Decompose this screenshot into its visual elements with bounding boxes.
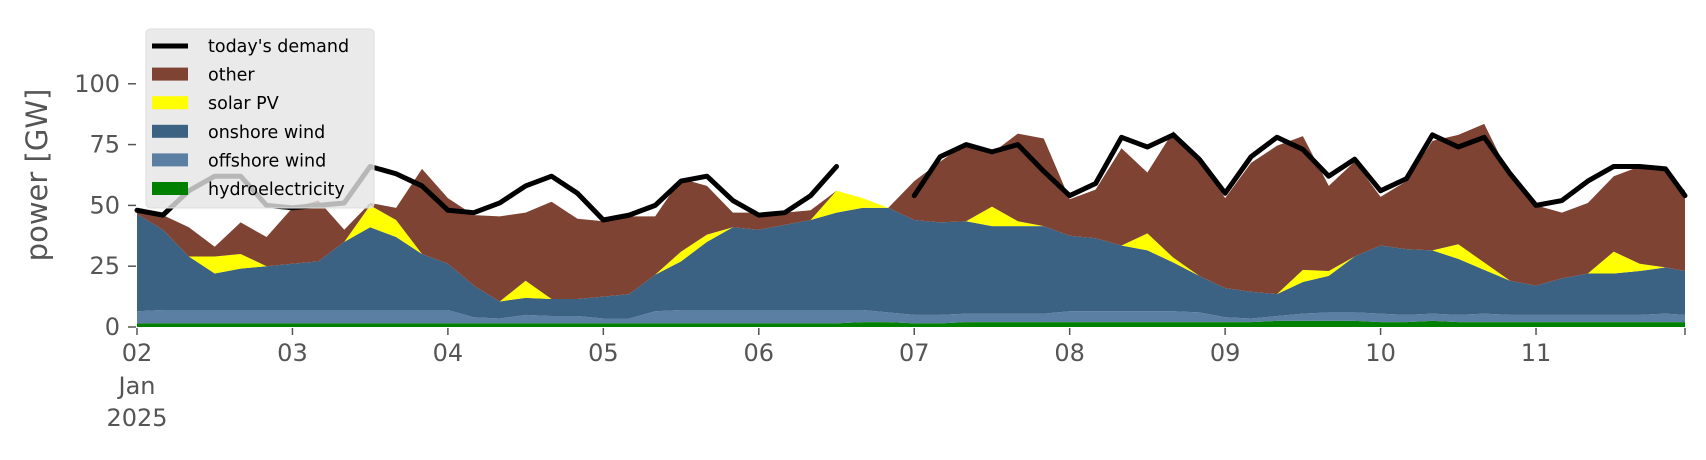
legend-swatch-solar-pv: [152, 96, 188, 110]
x-tick-label: 10: [1365, 339, 1396, 367]
legend-swatch-offshore-wind: [152, 153, 188, 167]
legend-label-other: other: [208, 66, 255, 86]
legend: today's demand other solar PV onshore wind o…: [145, 28, 375, 209]
x-tick-label: 09: [1210, 339, 1241, 367]
x-tick-label: 02: [122, 339, 153, 367]
x-tick-label: 05: [588, 339, 619, 367]
area-other: [137, 123, 1685, 302]
x-tick-year-label: 2025: [106, 404, 167, 432]
x-tick-label: 06: [744, 339, 775, 367]
x-tick-month-label: Jan: [117, 372, 156, 400]
x-tick-label: 11: [1521, 339, 1552, 367]
y-axis-label: power [GW]: [20, 89, 54, 262]
area-onshore-wind: [137, 207, 1685, 319]
stacked-areas: [137, 123, 1685, 327]
axes: 0 25 50 75 100 02 Jan 2025 03 04 05 06 07 08 09 10 11: [74, 70, 1686, 432]
y-tick-label: 50: [89, 191, 120, 219]
legend-label-hydroelectricity: hydroelectricity: [208, 180, 345, 200]
legend-label-onshore-wind: onshore wind: [208, 123, 325, 143]
legend-label-solar-pv: solar PV: [208, 94, 279, 114]
y-tick-label: 25: [89, 252, 120, 280]
y-tick-label: 75: [89, 131, 120, 159]
legend-swatch-other: [152, 67, 188, 81]
area-hydroelectricity: [137, 320, 1685, 327]
y-tick-label: 0: [105, 313, 120, 341]
legend-label-offshore-wind: offshore wind: [208, 151, 326, 171]
x-tick-label: 07: [899, 339, 930, 367]
legend-label-today-s-demand: today's demand: [208, 37, 349, 57]
legend-box: [145, 28, 375, 209]
legend-swatch-onshore-wind: [152, 124, 188, 138]
area-offshore-wind: [137, 309, 1685, 324]
x-tick-label: 03: [277, 339, 308, 367]
x-tick-label: 04: [433, 339, 464, 367]
x-tick-label: 08: [1054, 339, 1085, 367]
legend-swatch-hydroelectricity: [152, 182, 188, 195]
y-tick-label: 100: [74, 70, 120, 98]
